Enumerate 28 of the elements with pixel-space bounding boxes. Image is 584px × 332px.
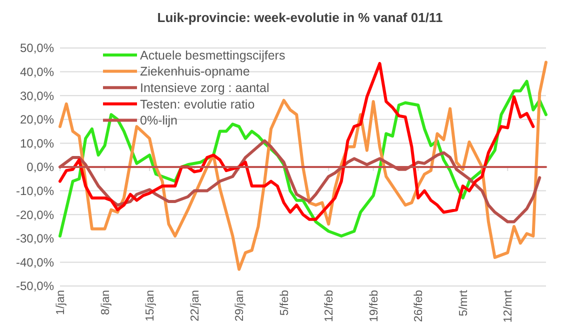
x-tick-label: 5/mrt: [458, 289, 470, 316]
x-tick-label: 1/jan: [55, 290, 68, 315]
y-tick-label: 10,0%: [20, 136, 54, 150]
y-tick-label: -50,0%: [16, 279, 54, 294]
x-tick-label: 29/jan: [234, 290, 246, 322]
x-tick-label: 5/feb: [278, 290, 291, 316]
legend-label: Testen: evolutie ratio: [140, 97, 255, 112]
y-tick-label: 0,0%: [26, 160, 54, 174]
x-tick-label: 8/jan: [100, 290, 112, 315]
y-tick-label: 40,0%: [20, 65, 54, 79]
y-tick-label: 20,0%: [20, 112, 54, 127]
x-tick-label: 19/feb: [368, 290, 380, 322]
y-tick-label: 50,0%: [20, 41, 54, 56]
y-tick-label: -40,0%: [16, 255, 54, 270]
x-tick-label: 22/jan: [189, 290, 202, 322]
y-tick-label: -20,0%: [16, 208, 54, 222]
legend-label: 0%-lijn: [140, 114, 178, 128]
x-tick-label: 15/jan: [144, 290, 157, 322]
legend-label: Ziekenhuis-opname: [140, 64, 250, 79]
x-tick-label: 12/feb: [324, 290, 336, 322]
legend-label: Actuele besmettingscijfers: [140, 48, 286, 62]
y-tick-label: 30,0%: [20, 88, 54, 103]
y-tick-label: -30,0%: [16, 232, 54, 246]
x-tick-label: 12/mrt: [502, 289, 515, 323]
y-tick-label: -10,0%: [16, 184, 54, 198]
legend-label: Intensieve zorg : aantal: [140, 80, 270, 95]
x-tick-label: 26/feb: [413, 290, 426, 322]
chart-title: Luik-provincie: week-evolutie in % vanaf 01/11: [157, 10, 443, 25]
